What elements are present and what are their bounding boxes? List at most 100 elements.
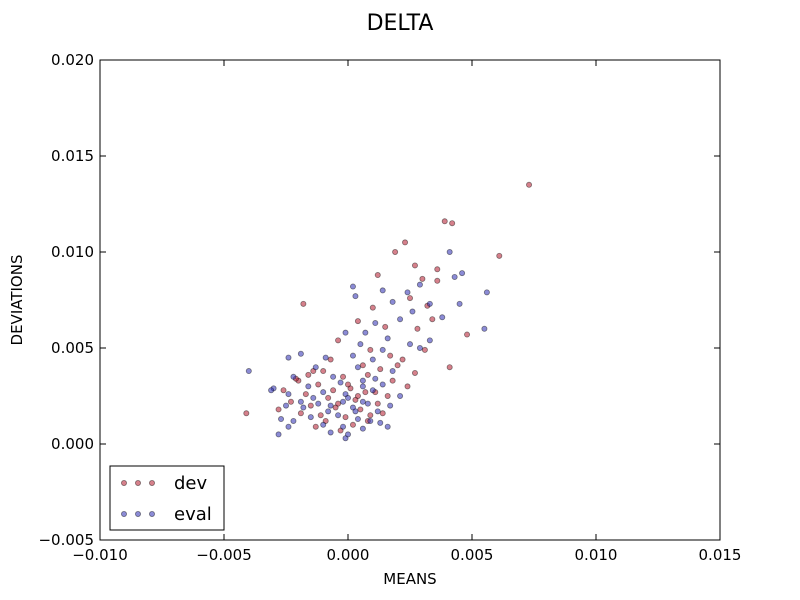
y-tick-label: 0.005 <box>51 339 94 357</box>
dev-point <box>382 323 389 330</box>
dev-point <box>399 356 406 363</box>
dev-point <box>315 381 322 388</box>
y-tick-label: 0.000 <box>51 435 94 453</box>
eval-point <box>315 400 322 407</box>
dev-point <box>349 421 356 428</box>
eval-point <box>349 283 356 290</box>
dev-point <box>387 352 394 359</box>
eval-point <box>483 289 490 296</box>
y-tick-label: 0.015 <box>51 147 94 165</box>
dev-point <box>389 377 396 384</box>
dev-point <box>354 318 361 325</box>
eval-point <box>404 289 411 296</box>
eval-point <box>320 389 327 396</box>
x-tick-label: 0.010 <box>575 546 618 564</box>
legend-marker-dev <box>148 479 155 486</box>
eval-point <box>300 404 307 411</box>
eval-point <box>268 387 275 394</box>
legend-marker-eval <box>148 510 155 517</box>
legend-label-dev: dev <box>174 473 208 494</box>
eval-point <box>397 316 404 323</box>
eval-point <box>416 281 423 288</box>
eval-point <box>337 379 344 386</box>
dev-point <box>344 381 351 388</box>
chart-title: DELTA <box>367 11 434 36</box>
eval-point <box>312 364 319 371</box>
dev-point <box>464 331 471 338</box>
x-tick-label: −0.010 <box>72 546 128 564</box>
ticks-layer: −0.010 −0.005 0.000 0.005 0.010 0.015−0.0050.… <box>38 51 741 564</box>
legend-marker-eval <box>134 510 141 517</box>
dev-point <box>394 362 401 369</box>
dev-point <box>374 400 381 407</box>
dev-point <box>320 368 327 375</box>
eval-point <box>297 350 304 357</box>
dev-point <box>419 275 426 282</box>
eval-point <box>359 425 366 432</box>
dev-point <box>434 277 441 284</box>
eval-point <box>426 337 433 344</box>
x-tick-label: 0.015 <box>699 546 742 564</box>
eval-point <box>305 383 312 390</box>
eval-point <box>416 344 423 351</box>
eval-point <box>372 375 379 382</box>
eval-point <box>384 335 391 342</box>
eval-point <box>342 391 349 398</box>
eval-point <box>481 325 488 332</box>
eval-point <box>320 421 327 428</box>
eval-point <box>340 423 347 430</box>
eval-point <box>340 398 347 405</box>
eval-point <box>349 352 356 359</box>
eval-point <box>342 329 349 336</box>
dev-point <box>374 272 381 279</box>
dev-point <box>330 387 337 394</box>
dev-point <box>402 239 409 246</box>
dev-point <box>359 362 366 369</box>
dev-point <box>414 325 421 332</box>
eval-point <box>354 416 361 423</box>
dev-point <box>297 410 304 417</box>
eval-point <box>290 373 297 380</box>
eval-point <box>359 377 366 384</box>
eval-point <box>377 419 384 426</box>
dev-point <box>317 412 324 419</box>
dev-point <box>275 406 282 413</box>
dev-point <box>352 396 359 403</box>
dev-point <box>302 391 309 398</box>
eval-point <box>245 368 252 375</box>
eval-point <box>357 341 364 348</box>
eval-point <box>369 356 376 363</box>
eval-point <box>327 429 334 436</box>
dev-point <box>411 262 418 269</box>
eval-point <box>374 408 381 415</box>
dev-point <box>335 400 342 407</box>
eval-point <box>384 423 391 430</box>
dev-point <box>446 364 453 371</box>
eval-point <box>379 287 386 294</box>
dev-point <box>449 220 456 227</box>
eval-point <box>397 392 404 399</box>
plot-frame <box>99 59 721 541</box>
dev-point <box>287 398 294 405</box>
eval-point <box>322 354 329 361</box>
dev-point <box>335 337 342 344</box>
dev-point <box>305 371 312 378</box>
eval-point <box>379 381 386 388</box>
dev-point <box>369 304 376 311</box>
eval-point <box>389 298 396 305</box>
eval-point <box>285 423 292 430</box>
dev-point <box>337 427 344 434</box>
dev-point <box>310 368 317 375</box>
x-axis-label: MEANS <box>383 570 436 588</box>
y-tick-label: 0.010 <box>51 243 94 261</box>
dev-point <box>307 402 314 409</box>
eval-point <box>275 431 282 438</box>
eval-point <box>359 398 366 405</box>
legend-marker-eval <box>121 510 128 517</box>
dev-point <box>357 406 364 413</box>
y-tick-label: 0.020 <box>51 51 94 69</box>
dev-point <box>404 383 411 390</box>
eval-point <box>364 400 371 407</box>
eval-point <box>335 412 342 419</box>
dev-point <box>312 423 319 430</box>
